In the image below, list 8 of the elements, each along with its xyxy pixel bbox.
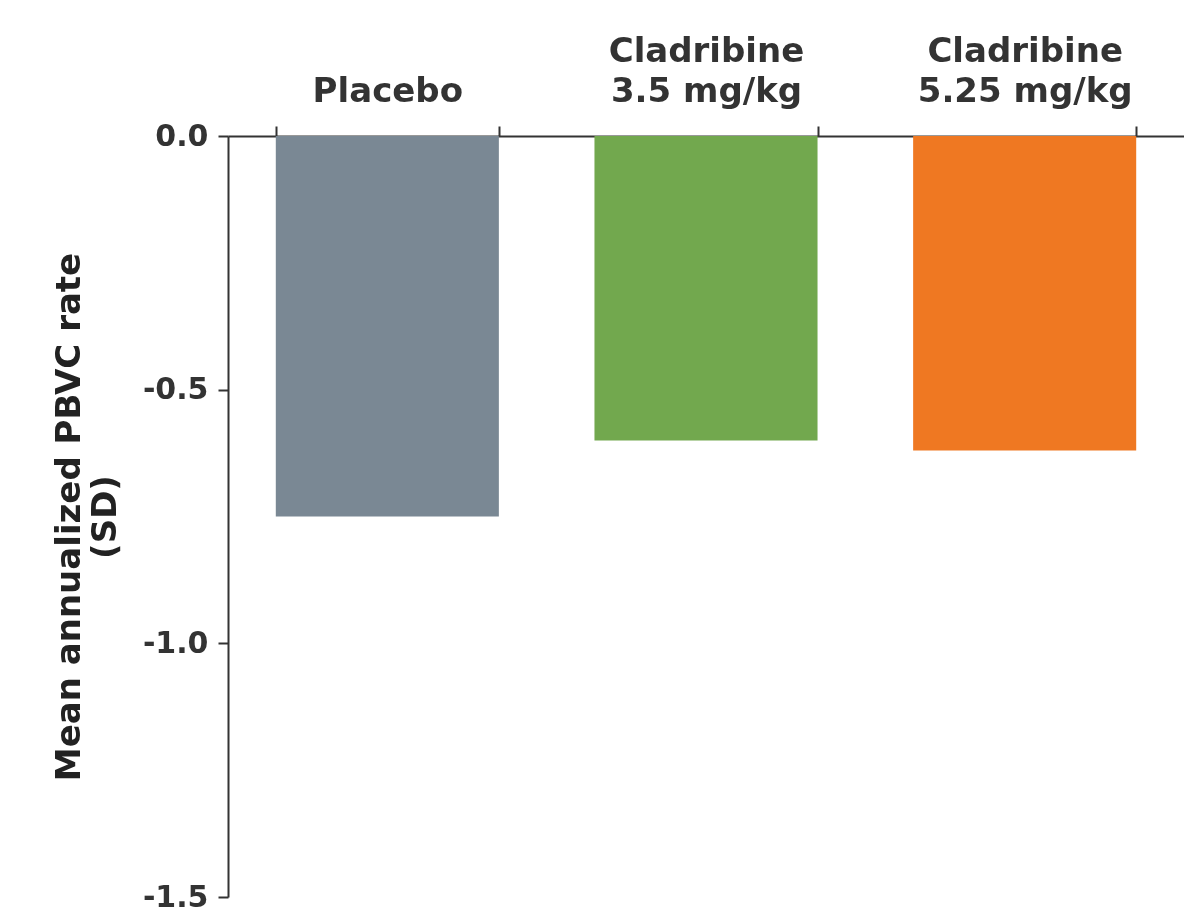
y-tick-label: -0.5 bbox=[142, 371, 209, 407]
y-axis-title: Mean annualized PBVC rate (SD) bbox=[47, 252, 124, 782]
y-tick-label: -1.5 bbox=[142, 878, 209, 911]
x-tick-label: Placebo bbox=[312, 69, 464, 110]
x-tick-label: Cladribine 3.5 mg/kg bbox=[608, 29, 805, 110]
y-tick-label: 0.0 bbox=[155, 117, 209, 153]
x-tick-label: Cladribine 5.25 mg/kg bbox=[917, 29, 1133, 110]
y-tick-label: -1.0 bbox=[142, 624, 209, 660]
